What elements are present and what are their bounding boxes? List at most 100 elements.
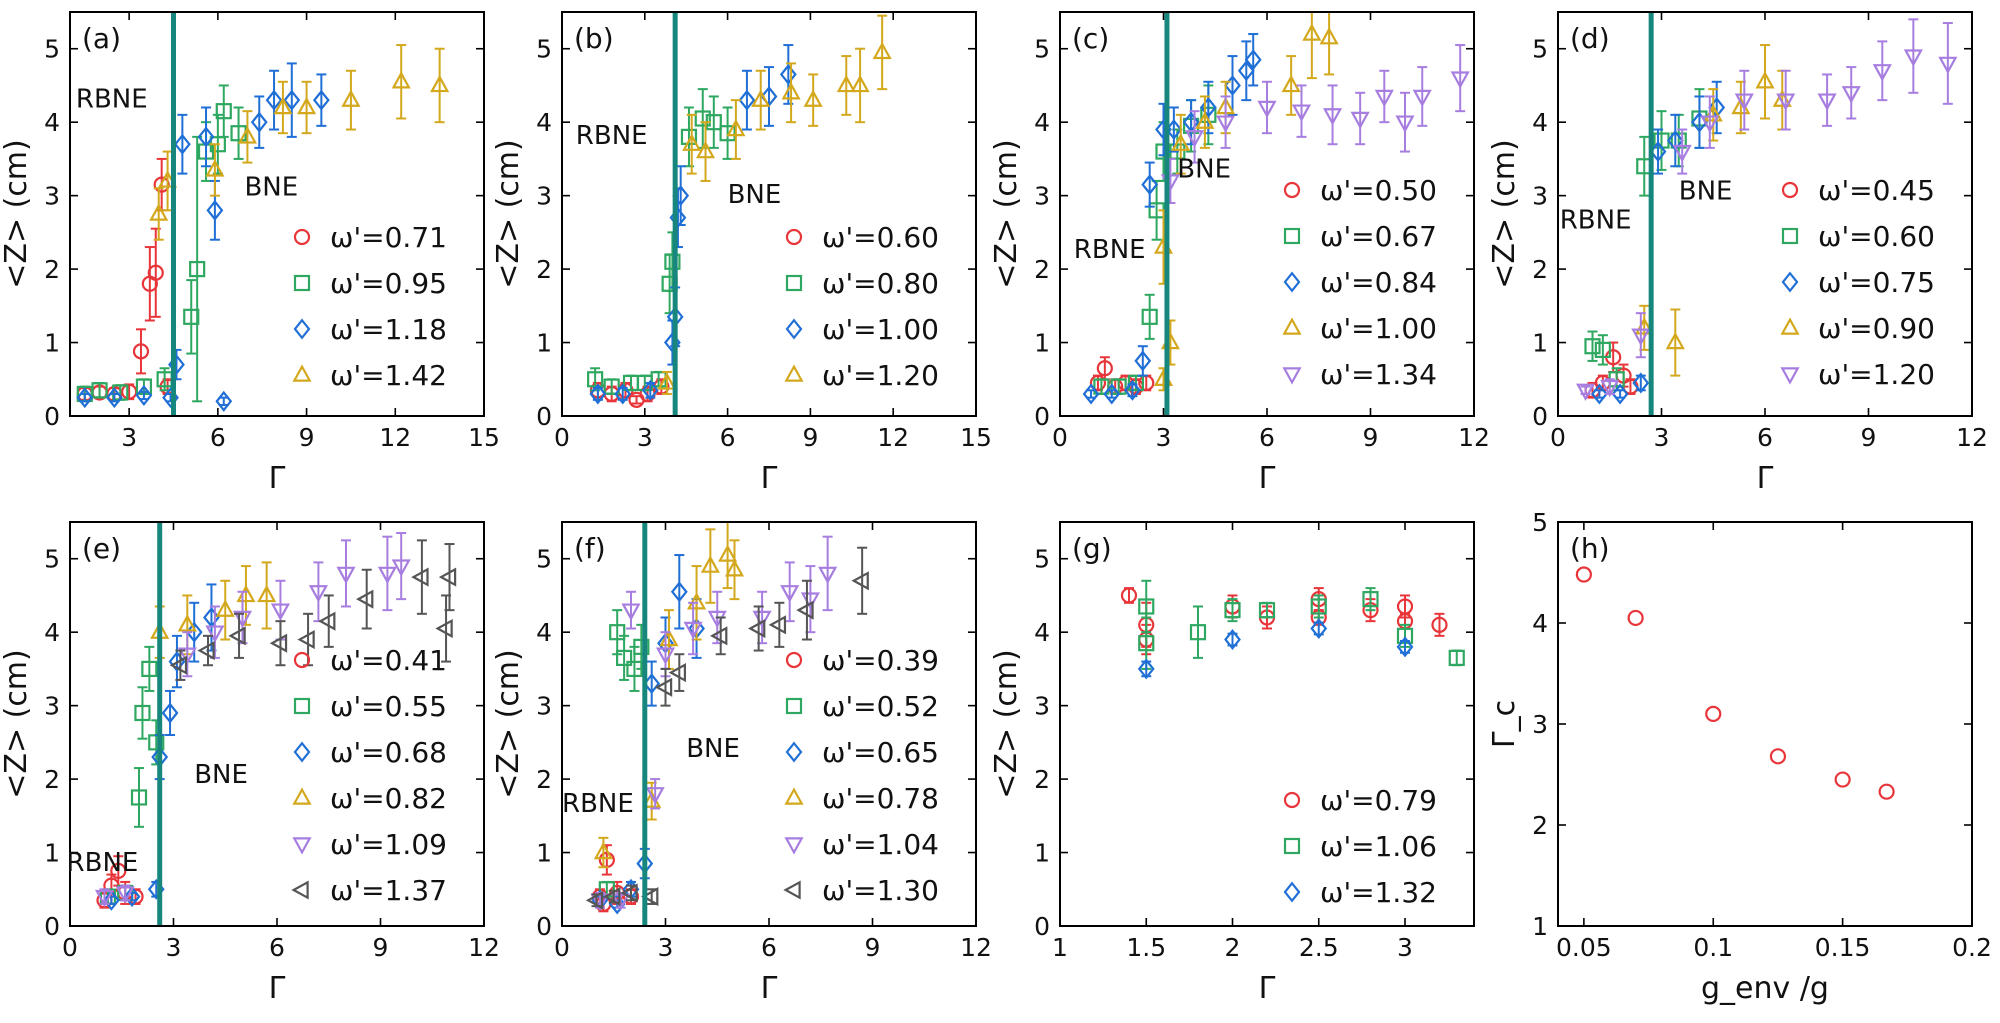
legend-label: ω'=1.30 xyxy=(822,874,939,907)
x-tick-label: 6 xyxy=(269,933,285,962)
legend-marker xyxy=(1283,271,1301,293)
y-tick-label: 5 xyxy=(44,35,60,64)
data-point xyxy=(609,624,626,641)
x-tick-label: 6 xyxy=(1259,423,1275,452)
legend-label: ω'=0.82 xyxy=(330,782,447,815)
y-tick-label: 2 xyxy=(1532,255,1548,284)
data-point xyxy=(153,176,170,193)
data-point xyxy=(641,887,659,907)
data-point xyxy=(1350,111,1370,130)
data-point xyxy=(1224,602,1241,619)
legend-marker xyxy=(1283,837,1301,855)
data-point xyxy=(215,103,232,120)
legend-marker xyxy=(784,787,804,805)
legend-marker xyxy=(784,837,804,855)
data-point xyxy=(1082,383,1100,405)
legend-marker xyxy=(293,697,311,715)
y-tick-label: 2 xyxy=(536,255,552,284)
legend-marker xyxy=(785,228,803,246)
y-axis-label: <Z> (cm) xyxy=(491,139,526,289)
legend-label: ω'=0.52 xyxy=(822,690,939,723)
data-point xyxy=(724,559,745,577)
x-tick-label: 6 xyxy=(210,423,226,452)
y-tick-label: 0 xyxy=(44,402,60,431)
panel-label: (c) xyxy=(1072,22,1109,55)
x-tick-label: 12 xyxy=(1458,423,1490,452)
data-point xyxy=(197,640,215,661)
data-point xyxy=(1734,93,1754,111)
series-a-1 xyxy=(76,84,247,403)
series-d-1 xyxy=(1584,88,1708,392)
data-point xyxy=(1841,86,1861,104)
panel-a-plot-area xyxy=(76,12,450,416)
data-point xyxy=(161,702,179,724)
data-point xyxy=(105,387,123,409)
legend-g: ω'=0.79 ω'=1.06 ω'=1.32 xyxy=(1283,784,1437,909)
data-point xyxy=(297,629,315,650)
y-tick-label: 0 xyxy=(1034,912,1050,941)
legend-marker xyxy=(1283,181,1301,199)
data-point xyxy=(650,371,667,388)
data-point xyxy=(318,611,336,631)
x-tick-label: 9 xyxy=(1861,423,1877,452)
data-point xyxy=(110,862,127,880)
x-tick-label: 6 xyxy=(720,423,736,452)
y-tick-label: 4 xyxy=(44,618,60,647)
data-point xyxy=(206,199,224,221)
data-point xyxy=(1632,372,1650,394)
y-tick-label: 1 xyxy=(1532,329,1548,358)
panel-label: (b) xyxy=(574,22,614,55)
legend-b: ω'=0.60 ω'=0.80 ω'=1.00 ω'=1.20 xyxy=(784,221,939,392)
x-tick-label: 2 xyxy=(1225,933,1241,962)
y-tick-label: 0 xyxy=(536,402,552,431)
regime-annotation: BNE xyxy=(194,760,248,790)
data-point xyxy=(796,600,814,620)
data-point xyxy=(633,638,650,655)
legend-label: ω'=1.20 xyxy=(822,359,939,392)
legend-label: ω'=1.06 xyxy=(1320,830,1437,863)
data-point xyxy=(710,626,728,646)
legend-marker xyxy=(293,274,311,292)
x-tick-label: 0.2 xyxy=(1952,933,1992,962)
legend-marker xyxy=(293,741,311,763)
data-point xyxy=(377,566,397,585)
data-point xyxy=(1103,383,1121,405)
x-tick-label: 12 xyxy=(877,423,909,452)
y-tick-label: 2 xyxy=(1532,811,1548,840)
data-point xyxy=(283,89,301,111)
data-point xyxy=(695,140,716,159)
data-point xyxy=(169,655,188,675)
x-tick-label: 6 xyxy=(1757,423,1773,452)
data-point xyxy=(1302,23,1322,41)
y-tick-label: 1 xyxy=(44,839,60,868)
data-point xyxy=(682,133,702,151)
data-point xyxy=(726,118,746,137)
y-axis-label: Γ_c xyxy=(1487,700,1522,748)
data-point xyxy=(1171,133,1191,151)
y-tick-label: 2 xyxy=(44,765,60,794)
x-axis-label: Γ xyxy=(761,971,778,1006)
data-point xyxy=(603,378,620,395)
data-point xyxy=(257,584,277,603)
data-point xyxy=(768,615,787,635)
y-tick-label: 4 xyxy=(1532,609,1548,638)
data-point xyxy=(1705,705,1722,723)
legend-marker xyxy=(1283,227,1301,245)
x-axis-label: Γ xyxy=(1259,971,1276,1006)
y-tick-label: 4 xyxy=(536,108,552,137)
legend-marker xyxy=(1780,367,1800,385)
legend-label: ω'=0.39 xyxy=(822,644,939,677)
legend-marker xyxy=(1781,181,1799,199)
data-point xyxy=(1291,104,1312,122)
y-tick-label: 4 xyxy=(536,618,552,647)
x-tick-label: 3 xyxy=(166,933,182,962)
data-point xyxy=(102,889,120,911)
y-axis-label: <Z> (cm) xyxy=(0,649,34,799)
data-point xyxy=(686,592,707,610)
regime-annotation: RBNE xyxy=(576,121,648,151)
data-point xyxy=(589,383,607,405)
x-tick-label: 3 xyxy=(1397,933,1413,962)
series-d-2 xyxy=(1590,80,1726,405)
